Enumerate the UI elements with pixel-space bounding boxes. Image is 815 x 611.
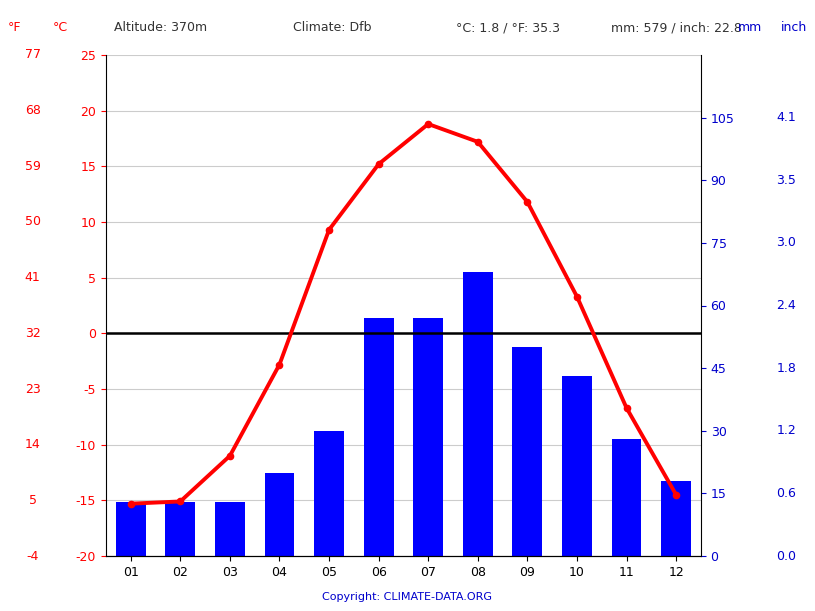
Text: 59: 59 [24,160,41,173]
Text: 14: 14 [24,438,41,451]
Text: 3.5: 3.5 [777,174,796,187]
Text: Copyright: CLIMATE-DATA.ORG: Copyright: CLIMATE-DATA.ORG [323,592,492,602]
Text: Climate: Dfb: Climate: Dfb [293,21,372,34]
Text: 5: 5 [29,494,37,507]
Text: 1.8: 1.8 [777,362,796,375]
Bar [513,347,542,556]
Bar [413,318,443,556]
Text: mm: 579 / inch: 22.8: mm: 579 / inch: 22.8 [611,21,742,34]
Bar [363,318,394,556]
Text: mm: mm [738,21,762,34]
Text: 23: 23 [24,382,41,395]
Bar [562,376,592,556]
Text: °F: °F [8,21,22,34]
Text: 41: 41 [24,271,41,284]
Text: inch: inch [781,21,807,34]
Text: -4: -4 [26,549,39,563]
Bar [315,431,344,556]
Bar [661,481,691,556]
Text: °C: °C [53,21,68,34]
Bar [463,272,492,556]
Bar [165,502,196,556]
Text: 4.1: 4.1 [777,111,796,124]
Text: 0.6: 0.6 [777,487,796,500]
Text: 2.4: 2.4 [777,299,796,312]
Text: 50: 50 [24,216,41,229]
Text: 0.0: 0.0 [777,549,796,563]
Bar [215,502,244,556]
Bar [611,439,641,556]
Text: °C: 1.8 / °F: 35.3: °C: 1.8 / °F: 35.3 [456,21,561,34]
Bar [265,472,294,556]
Bar [116,502,146,556]
Text: 3.0: 3.0 [777,236,796,249]
Text: 1.2: 1.2 [777,424,796,437]
Text: 32: 32 [24,327,41,340]
Text: 77: 77 [24,48,41,62]
Text: Altitude: 370m: Altitude: 370m [114,21,207,34]
Text: 68: 68 [24,104,41,117]
